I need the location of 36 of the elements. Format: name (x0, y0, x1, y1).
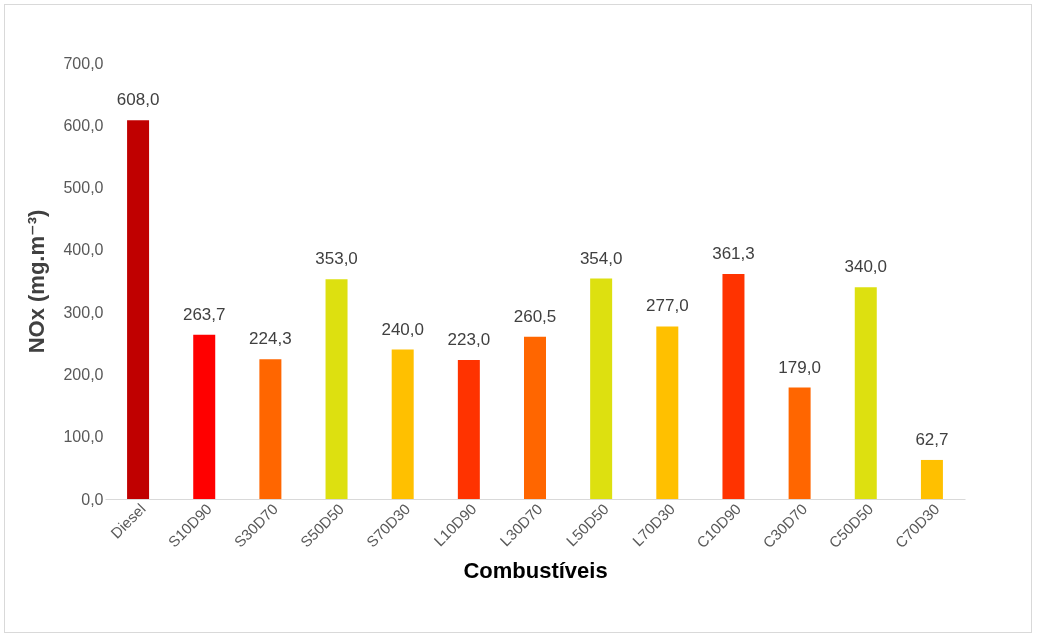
bar (854, 287, 877, 499)
data-label: 608,0 (116, 90, 160, 110)
bar (127, 120, 150, 499)
y-tick-label: 400,0 (63, 241, 104, 259)
data-label: 224,3 (249, 329, 292, 349)
data-label: 263,7 (182, 304, 226, 324)
bar (325, 279, 348, 499)
bar (722, 273, 745, 499)
y-tick-label: 500,0 (63, 179, 104, 197)
y-tick-label: 700,0 (63, 54, 104, 72)
y-tick-label: 100,0 (63, 428, 104, 446)
bar (193, 334, 216, 499)
bar (788, 387, 811, 499)
data-label: 179,0 (778, 357, 821, 377)
y-tick-label: 0,0 (81, 490, 104, 508)
y-tick-label: 200,0 (63, 365, 104, 383)
data-label: 62,7 (915, 429, 949, 449)
bar (920, 459, 943, 499)
bar (524, 336, 546, 499)
y-tick-label: 600,0 (63, 116, 104, 134)
bar (590, 278, 613, 499)
data-label: 353,0 (315, 249, 358, 269)
bar (259, 359, 282, 499)
y-tick-label: 300,0 (63, 303, 104, 321)
data-label: 223,0 (447, 330, 491, 350)
x-axis-title: Combustíveis (463, 558, 608, 584)
data-label: 340,0 (844, 257, 888, 277)
data-label: 354,0 (579, 248, 623, 268)
bar (656, 326, 679, 499)
data-label: 240,0 (381, 319, 424, 339)
y-axis-title: NOx (mg.m⁻³) (24, 209, 50, 354)
bar (391, 349, 414, 499)
data-label: 277,0 (646, 296, 689, 316)
data-label: 361,3 (712, 243, 755, 263)
data-label: 260,5 (513, 306, 557, 326)
bar (457, 360, 480, 499)
